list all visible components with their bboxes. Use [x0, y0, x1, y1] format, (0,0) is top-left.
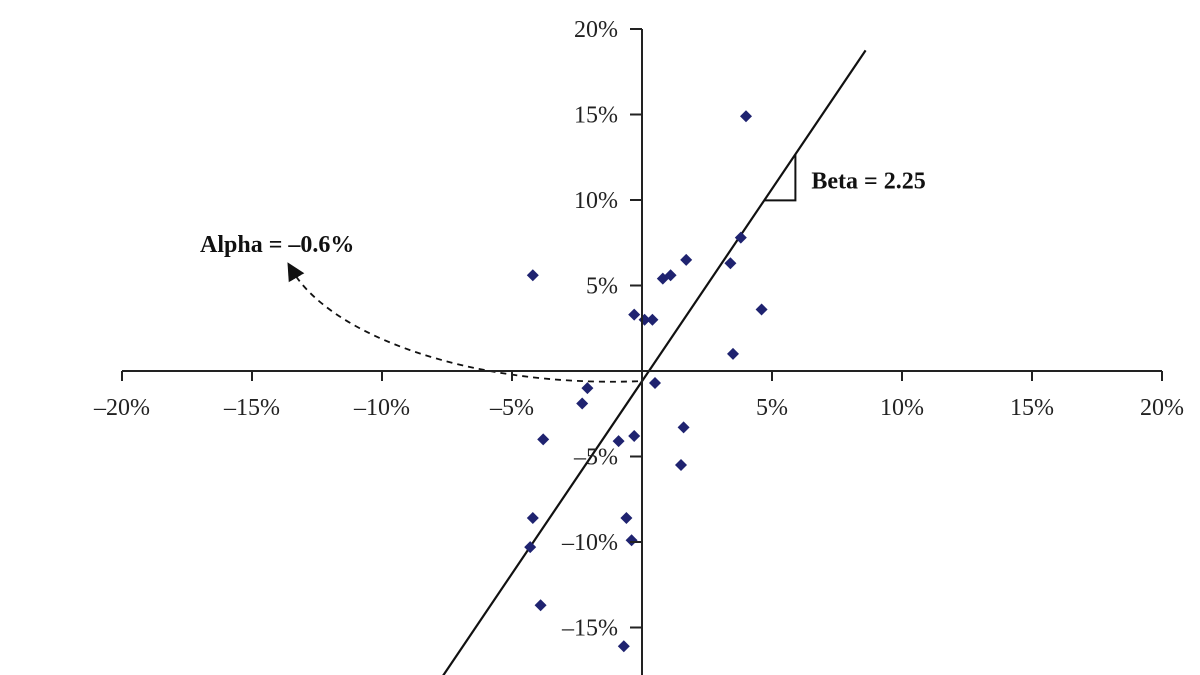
y-tick-label: –5% — [573, 445, 618, 471]
axes — [122, 29, 1162, 675]
data-point — [537, 433, 550, 446]
regression-line-group — [287, 49, 867, 675]
data-point — [649, 376, 661, 389]
data-point — [526, 512, 539, 525]
data-points — [524, 110, 768, 653]
beta-slope-triangle — [764, 154, 797, 202]
data-point — [581, 382, 594, 395]
y-tick-label: 15% — [574, 103, 618, 129]
alpha-annotation: Alpha = –0.6% — [200, 232, 354, 258]
data-point — [680, 253, 693, 266]
x-tick-label: –10% — [353, 395, 410, 421]
regression-line — [442, 49, 867, 675]
data-point — [740, 110, 752, 123]
annotations: Beta = 2.25 Alpha = –0.6% — [200, 168, 926, 258]
x-tick-label: 5% — [756, 395, 788, 421]
x-tick-label: –20% — [93, 395, 150, 421]
data-point — [625, 534, 638, 547]
data-point — [646, 313, 659, 326]
x-tick-label: 15% — [1010, 395, 1054, 421]
y-tick-label: 10% — [574, 188, 618, 214]
x-tick-label: 10% — [880, 395, 924, 421]
y-tick-label: –15% — [561, 616, 618, 642]
data-point — [617, 640, 630, 653]
data-point — [727, 347, 739, 360]
x-tick-label: –15% — [223, 395, 280, 421]
alpha-dashed-arrow — [287, 262, 639, 383]
axis-ticks: –20% –15% –10% –5% 5% 10% 15% 20% 20% 15% 10% 5% –5%… — [93, 17, 1184, 642]
data-point — [526, 269, 539, 282]
data-point — [677, 421, 690, 434]
y-tick-label: 5% — [586, 274, 618, 300]
data-point — [734, 231, 747, 244]
data-point — [664, 269, 677, 282]
data-point — [524, 541, 537, 554]
data-point — [576, 397, 589, 410]
x-tick-label: –5% — [489, 395, 534, 421]
data-point — [628, 429, 641, 442]
data-point — [534, 599, 547, 612]
data-point — [675, 459, 687, 472]
beta-annotation: Beta = 2.25 — [811, 168, 925, 194]
x-tick-label: 20% — [1140, 395, 1184, 421]
data-point — [755, 303, 768, 316]
data-point — [620, 512, 633, 525]
y-tick-label: –10% — [561, 530, 618, 556]
data-point — [628, 308, 641, 321]
y-tick-label: 20% — [574, 17, 618, 43]
data-point — [612, 435, 625, 448]
data-point — [724, 257, 737, 270]
